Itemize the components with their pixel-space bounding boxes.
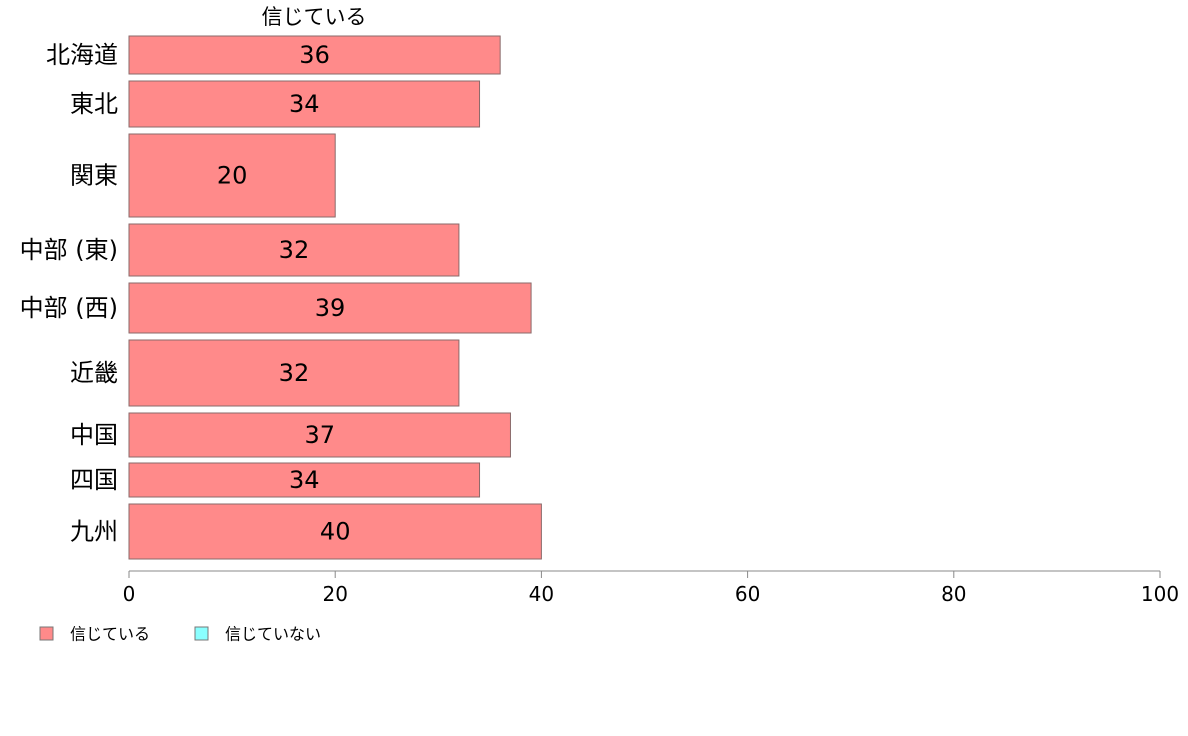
bar bbox=[128, 412, 511, 458]
legend: 信じている 信じていない bbox=[39, 625, 321, 644]
x-axis: 0 20 40 60 80 100 bbox=[123, 570, 1179, 606]
bar-value-label: 34 bbox=[289, 466, 320, 494]
legend-label: 信じている bbox=[70, 625, 150, 644]
bar bbox=[128, 503, 542, 560]
bar bbox=[128, 223, 460, 277]
bar-value-label: 34 bbox=[289, 90, 320, 118]
legend-label: 信じていない bbox=[225, 625, 321, 644]
x-tick-label: 20 bbox=[322, 582, 347, 606]
category-label: 近畿 bbox=[70, 359, 118, 387]
bars-layer: 北海道 36 東北 34 関東 20 中部 (東) 32 中部 (西) 39 近畿 32 中国 37 四国 3… bbox=[20, 35, 542, 560]
bar bbox=[128, 133, 336, 218]
x-tick-label: 60 bbox=[735, 582, 760, 606]
bar bbox=[128, 35, 501, 75]
category-label: 関東 bbox=[70, 162, 118, 190]
legend-swatch bbox=[39, 626, 54, 641]
bar-value-label: 36 bbox=[299, 41, 330, 69]
category-label: 中部 (東) bbox=[20, 236, 118, 264]
bar bbox=[128, 462, 481, 498]
bar-value-label: 20 bbox=[217, 162, 248, 190]
bar bbox=[128, 282, 532, 334]
x-tick-label: 0 bbox=[123, 582, 136, 606]
x-tick-label: 40 bbox=[529, 582, 554, 606]
bar-value-label: 32 bbox=[279, 359, 310, 387]
bar bbox=[128, 339, 460, 407]
x-tick-label: 100 bbox=[1141, 582, 1179, 606]
category-label: 中部 (西) bbox=[20, 294, 118, 322]
bar-value-label: 40 bbox=[320, 518, 351, 546]
x-tick-label: 80 bbox=[941, 582, 966, 606]
category-label: 中国 bbox=[70, 421, 118, 449]
bar bbox=[128, 80, 481, 128]
category-label: 北海道 bbox=[46, 41, 118, 69]
category-label: 東北 bbox=[70, 90, 118, 118]
top-series-label: 信じている bbox=[262, 5, 367, 29]
category-label: 四国 bbox=[70, 466, 118, 494]
bar-value-label: 39 bbox=[315, 294, 346, 322]
category-label: 九州 bbox=[70, 518, 118, 546]
bar-value-label: 37 bbox=[304, 421, 335, 449]
bar-value-label: 32 bbox=[279, 236, 310, 264]
legend-swatch bbox=[194, 626, 209, 641]
